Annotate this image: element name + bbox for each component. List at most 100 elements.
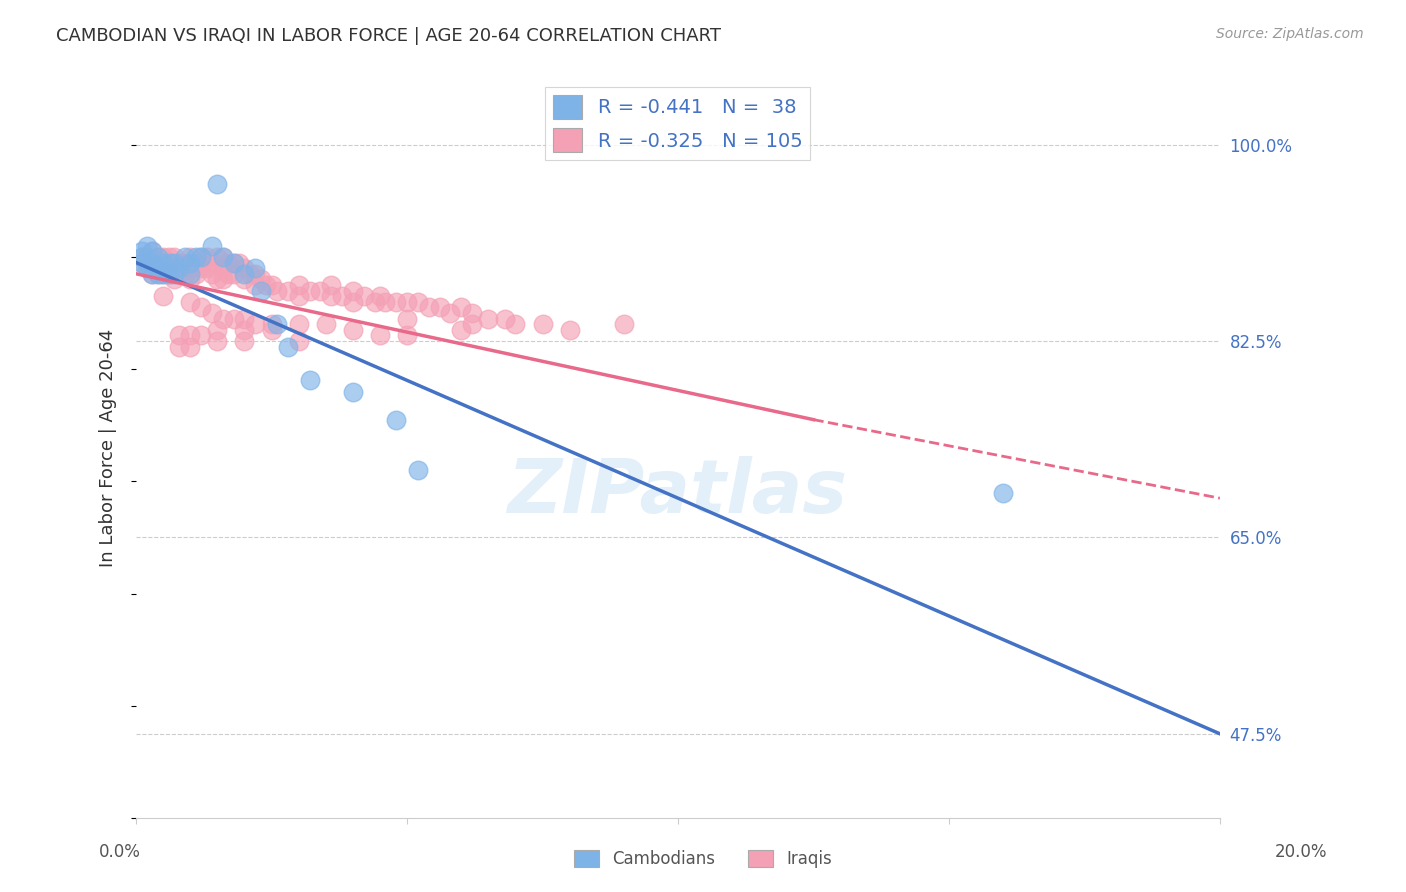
Legend: R = -0.441   N =  38, R = -0.325   N = 105: R = -0.441 N = 38, R = -0.325 N = 105 [546, 87, 810, 160]
Point [211, 311, 233, 326]
Point [190, 250, 212, 264]
Point [163, 250, 186, 264]
Point [179, 250, 201, 264]
Point [342, 384, 364, 399]
Point [136, 261, 159, 276]
Point [190, 301, 212, 315]
Point [353, 289, 375, 303]
Point [146, 261, 169, 276]
Point [207, 334, 229, 348]
Point [217, 267, 239, 281]
Point [179, 294, 201, 309]
Point [207, 272, 229, 286]
Point [146, 267, 169, 281]
Point [249, 284, 271, 298]
Point [233, 323, 256, 337]
Text: ZIPatlas: ZIPatlas [508, 456, 848, 529]
Point [245, 261, 267, 276]
Point [385, 412, 408, 426]
Point [233, 272, 256, 286]
Point [233, 311, 256, 326]
Point [190, 328, 212, 343]
Point [613, 318, 636, 332]
Point [136, 250, 159, 264]
Point [450, 301, 472, 315]
Point [157, 267, 180, 281]
Point [222, 255, 245, 269]
Point [169, 255, 191, 269]
Point [266, 284, 288, 298]
Point [207, 323, 229, 337]
Point [321, 289, 343, 303]
Point [461, 306, 484, 320]
Point [136, 238, 159, 252]
Point [531, 318, 554, 332]
Point [287, 278, 309, 293]
Point [131, 250, 153, 264]
Point [450, 323, 472, 337]
Point [245, 278, 267, 293]
Point [233, 267, 256, 281]
Point [201, 255, 224, 269]
Point [406, 294, 429, 309]
Point [222, 311, 245, 326]
Point [330, 289, 353, 303]
Point [207, 250, 229, 264]
Text: 20.0%: 20.0% [1274, 843, 1327, 861]
Point [184, 255, 207, 269]
Point [184, 250, 207, 264]
Point [201, 238, 224, 252]
Point [152, 267, 174, 281]
Point [173, 255, 195, 269]
Point [141, 244, 163, 259]
Point [368, 328, 391, 343]
Point [342, 323, 364, 337]
Point [505, 318, 527, 332]
Point [169, 328, 191, 343]
Y-axis label: In Labor Force | Age 20-64: In Labor Force | Age 20-64 [100, 328, 117, 566]
Point [396, 294, 419, 309]
Point [245, 267, 267, 281]
Point [558, 323, 581, 337]
Point [190, 261, 212, 276]
Point [157, 267, 180, 281]
Point [173, 250, 195, 264]
Point [195, 261, 218, 276]
Point [991, 485, 1014, 500]
Point [233, 261, 256, 276]
Point [169, 267, 191, 281]
Text: CAMBODIAN VS IRAQI IN LABOR FORCE | AGE 20-64 CORRELATION CHART: CAMBODIAN VS IRAQI IN LABOR FORCE | AGE … [56, 27, 721, 45]
Point [152, 255, 174, 269]
Point [439, 306, 461, 320]
Point [152, 267, 174, 281]
Point [228, 255, 250, 269]
Point [157, 250, 180, 264]
Point [131, 244, 153, 259]
Point [163, 267, 186, 281]
Point [157, 255, 180, 269]
Point [217, 255, 239, 269]
Point [266, 318, 288, 332]
Point [152, 250, 174, 264]
Point [179, 267, 201, 281]
Point [173, 267, 195, 281]
Point [157, 255, 180, 269]
Point [190, 250, 212, 264]
Point [477, 311, 499, 326]
Point [260, 278, 283, 293]
Point [184, 267, 207, 281]
Point [201, 267, 224, 281]
Point [146, 250, 169, 264]
Point [136, 255, 159, 269]
Point [141, 267, 163, 281]
Point [222, 267, 245, 281]
Point [429, 301, 451, 315]
Point [368, 289, 391, 303]
Point [321, 278, 343, 293]
Point [211, 261, 233, 276]
Point [207, 177, 229, 191]
Point [406, 463, 429, 477]
Point [211, 272, 233, 286]
Point [169, 261, 191, 276]
Point [179, 255, 201, 269]
